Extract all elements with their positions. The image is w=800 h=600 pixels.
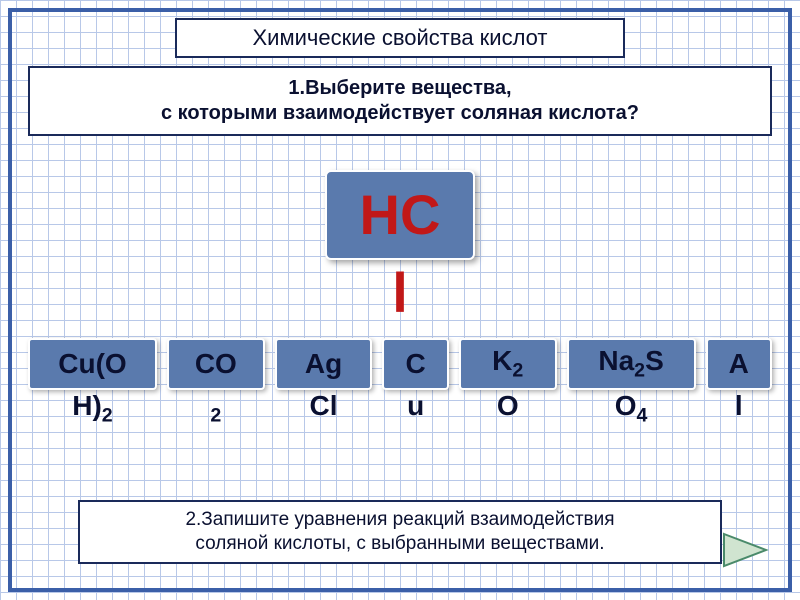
option-agcl[interactable]: AgCl — [275, 338, 373, 390]
option-formula-overflow: H)2 — [30, 390, 155, 428]
instruction-box: 2.Запишите уравнения реакций взаимодейст… — [78, 500, 722, 564]
instruction-line-2: соляной кислоты, с выбранными веществами… — [195, 532, 604, 556]
option-co2[interactable]: CO2 — [167, 338, 265, 390]
play-icon — [720, 530, 770, 570]
option-formula-top: Na2S — [598, 347, 663, 381]
option-formula-overflow: l — [708, 390, 770, 422]
option-cu[interactable]: Cu — [382, 338, 448, 390]
main-compound-top: HC — [360, 190, 441, 240]
instruction-line-1: 2.Запишите уравнения реакций взаимодейст… — [185, 508, 614, 532]
question-box: 1.Выберите вещества, с которыми взаимоде… — [28, 66, 772, 136]
option-formula-top: CO — [195, 350, 237, 378]
option-formula-top: Cu(O — [58, 350, 126, 378]
option-formula-top: C — [406, 350, 426, 378]
main-compound-tile: HC l — [325, 170, 475, 260]
question-line-2: с которыми взаимодействует соляная кисло… — [161, 101, 639, 126]
option-cu(oh)2[interactable]: Cu(OH)2 — [28, 338, 157, 390]
option-na2so4[interactable]: Na2SO4 — [567, 338, 696, 390]
option-al[interactable]: Al — [706, 338, 772, 390]
option-formula-overflow: O4 — [569, 390, 694, 428]
option-formula-top: Ag — [305, 350, 342, 378]
main-compound-overflow: l — [327, 260, 473, 325]
options-row: Cu(OH)2CO2AgClCuK2ONa2SO4Al — [28, 338, 772, 390]
option-formula-overflow: O — [461, 390, 555, 422]
option-k2o[interactable]: K2O — [459, 338, 557, 390]
question-line-1: 1.Выберите вещества, — [288, 76, 511, 101]
option-formula-overflow: 2 — [169, 390, 263, 428]
next-button[interactable] — [720, 530, 770, 570]
option-formula-top: A — [729, 350, 749, 378]
slide-title: Химические свойства кислот — [175, 18, 625, 58]
option-formula-overflow: u — [384, 390, 446, 422]
option-formula-overflow: Cl — [277, 390, 371, 422]
title-text: Химические свойства кислот — [253, 25, 548, 51]
option-formula-top: K2 — [492, 347, 523, 381]
